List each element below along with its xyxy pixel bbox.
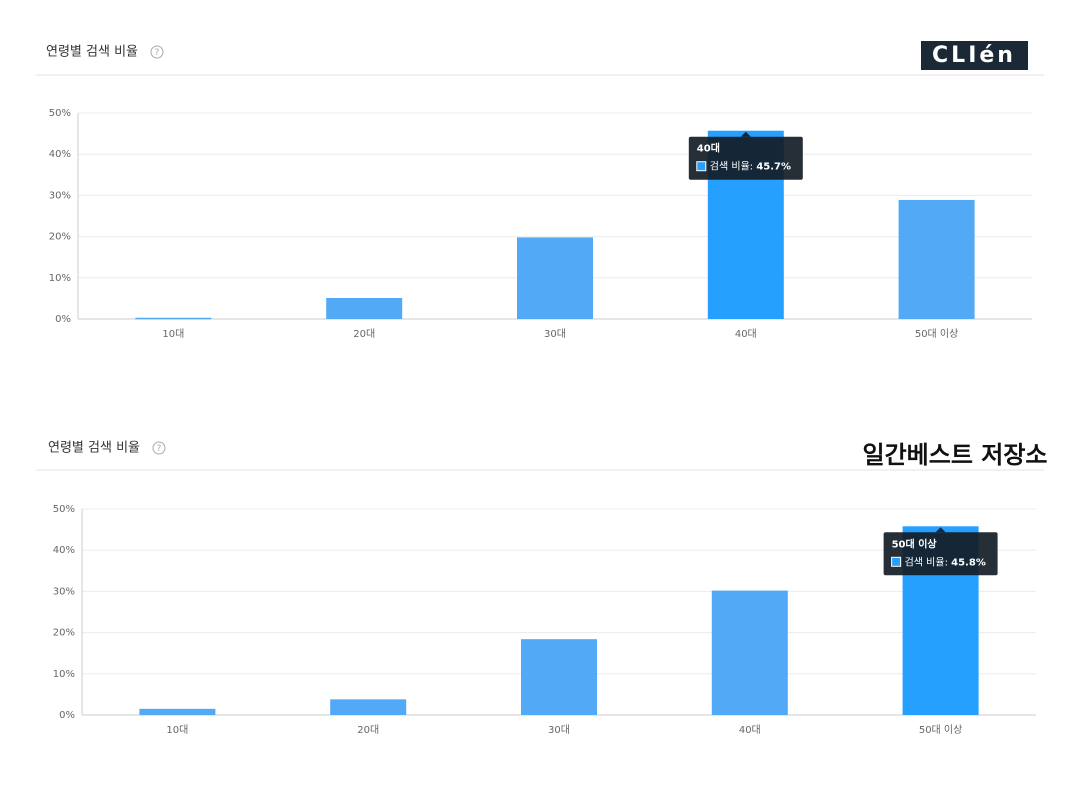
x-tick-label: 40대 [735,328,757,340]
y-tick-label: 40% [53,545,75,556]
bar [135,317,212,320]
x-tick-label: 50대 이상 [919,724,963,736]
svg-text:?: ? [155,48,160,58]
bar [326,297,403,319]
help-icon[interactable]: ? [152,441,166,455]
tooltip-swatch [891,556,902,567]
chart-title: 연령별 검색 비율 [48,441,140,456]
tooltip-colon: : [945,557,952,568]
tooltip-caret [935,527,946,533]
x-tick-label: 20대 [357,724,379,736]
y-tick-label: 10% [49,273,71,284]
bar [521,639,597,715]
x-tick-label: 30대 [548,724,570,736]
y-tick-label: 20% [49,232,71,243]
logo: CLIén [932,43,1016,68]
x-tick-label: 20대 [353,328,375,340]
bar [330,699,407,715]
tooltip-title: 50대 이상 [892,537,938,550]
x-tick-label: 10대 [162,328,184,340]
y-tick-label: 10% [53,669,75,680]
tooltip-text: 검색 비율: 45.7% [710,161,791,173]
bar [711,590,788,715]
x-tick-label: 40대 [739,724,761,736]
tooltip-text: 검색 비율: 45.8% [905,556,986,568]
y-tick-label: 30% [53,586,75,597]
y-tick-label: 50% [49,108,71,119]
tooltip-caret [740,131,751,137]
bar [517,237,593,319]
tooltip-series-name: 검색 비율 [710,161,750,173]
tooltip-series-name: 검색 비율 [905,556,945,568]
y-tick-label: 0% [55,314,71,325]
bar [139,708,216,715]
tooltip-title: 40대 [697,142,720,155]
bar [898,199,975,319]
x-tick-label: 50대 이상 [915,328,959,340]
tooltip-value: 45.7% [756,162,791,173]
y-tick-label: 40% [49,149,71,160]
tooltip-swatch [696,161,707,172]
tooltip-box [883,532,998,576]
logo-bg [921,41,1028,70]
logo: 일간베스트 저장소 [863,441,1048,469]
chart-title: 연령별 검색 비율 [46,45,138,60]
tooltip-value: 45.8% [951,557,986,568]
svg-text:?: ? [157,444,162,454]
tooltip-box [688,136,803,180]
x-tick-label: 10대 [166,724,188,736]
y-tick-label: 50% [53,504,75,515]
y-tick-label: 0% [59,710,75,721]
x-tick-label: 30대 [544,328,566,340]
y-tick-label: 30% [49,190,71,201]
help-icon[interactable]: ? [150,45,164,59]
y-tick-label: 20% [53,628,75,639]
tooltip-colon: : [750,162,757,173]
